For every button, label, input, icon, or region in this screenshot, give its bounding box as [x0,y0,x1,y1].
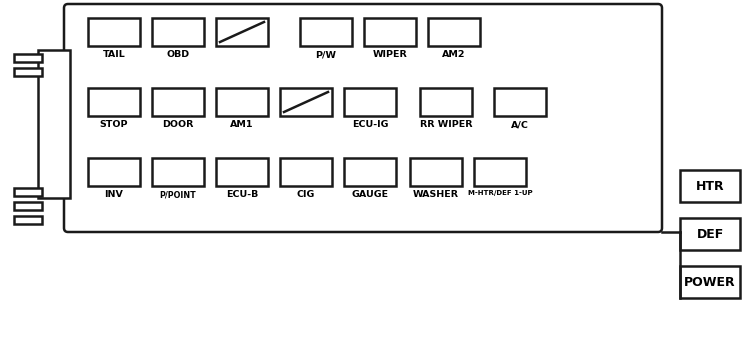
Bar [680,170,740,202]
Text: STOP: STOP [100,120,128,129]
Text: ECU-B: ECU-B [226,190,258,199]
Bar [88,88,140,116]
Bar [14,202,42,210]
Bar [216,88,268,116]
Bar [152,18,204,46]
Text: RR WIPER: RR WIPER [420,120,472,129]
FancyBboxPatch shape [64,4,662,232]
Text: INV: INV [104,190,123,199]
Bar [14,68,42,76]
Text: P/W: P/W [315,50,336,59]
Bar [216,18,268,46]
Text: ECU-IG: ECU-IG [351,120,388,129]
Bar [88,158,140,186]
Bar [88,18,140,46]
Text: HTR: HTR [695,180,724,192]
Bar [364,18,416,46]
Bar [152,158,204,186]
Bar [420,88,472,116]
Text: GAUGE: GAUGE [351,190,388,199]
Bar [216,158,268,186]
Text: OBD: OBD [167,50,189,59]
Bar [152,88,204,116]
Text: DEF: DEF [696,228,724,240]
Text: AM1: AM1 [231,120,254,129]
Text: WIPER: WIPER [372,50,407,59]
Bar [410,158,462,186]
Bar [344,158,396,186]
Bar [14,54,42,62]
Text: TAIL: TAIL [103,50,125,59]
Bar [680,218,740,250]
Bar [300,18,352,46]
Bar [280,88,332,116]
Text: POWER: POWER [684,276,736,288]
Bar [680,266,740,298]
Text: M-HTR/DEF 1-UP: M-HTR/DEF 1-UP [468,190,532,196]
Text: AM2: AM2 [442,50,466,59]
Bar [494,88,546,116]
Bar [428,18,480,46]
Text: CIG: CIG [297,190,315,199]
Text: A/C: A/C [511,120,529,129]
Bar [14,216,42,224]
Text: DOOR: DOOR [162,120,194,129]
Bar [280,158,332,186]
Text: WASHER: WASHER [413,190,459,199]
Bar [344,88,396,116]
Bar [14,188,42,196]
Bar [474,158,526,186]
Bar [38,50,70,198]
Text: P/POINT: P/POINT [160,190,196,199]
